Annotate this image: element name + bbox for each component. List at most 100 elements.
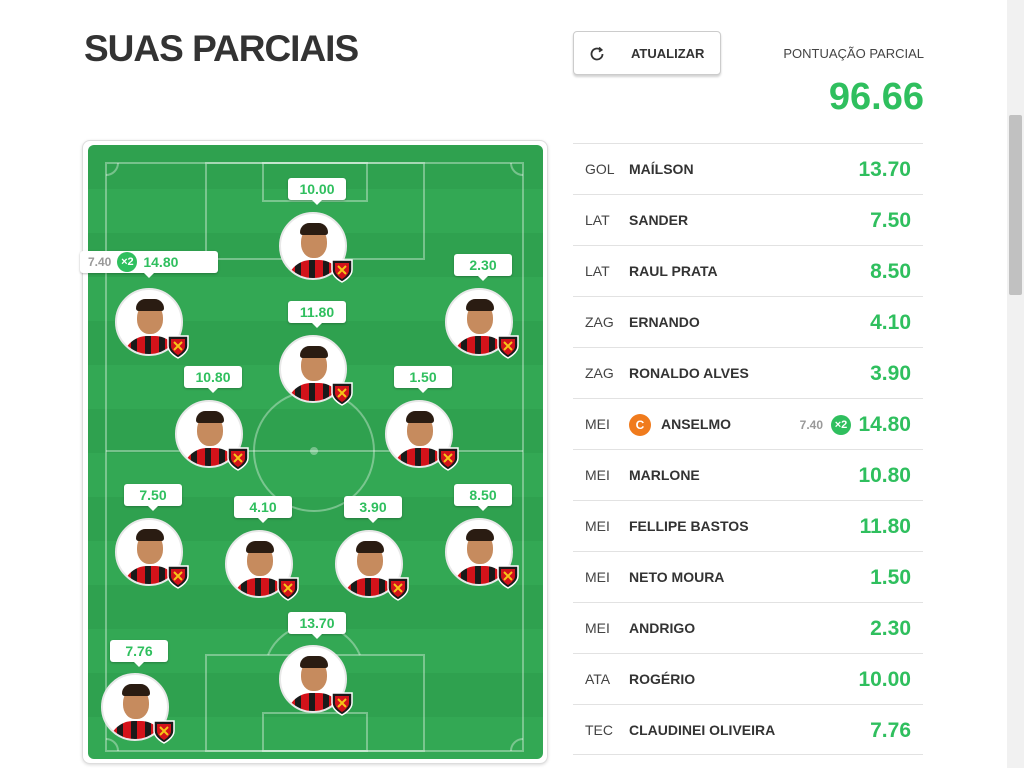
list-item[interactable]: LAT RAUL PRATA 8.50 — [573, 245, 923, 296]
player-name: FELLIPE BASTOS — [629, 518, 749, 534]
page-title: SUAS PARCIAIS — [84, 28, 359, 69]
player-score: 8.50 — [454, 484, 512, 511]
field-player[interactable] — [330, 530, 410, 610]
captain-score-tag: 7.40 ×2 14.80 — [80, 251, 218, 278]
player-points: 7.50 — [870, 209, 911, 232]
club-badge-icon — [164, 332, 192, 360]
field-player[interactable] — [380, 400, 460, 480]
player-score: 11.80 — [288, 301, 346, 328]
position-label: MEI — [585, 620, 610, 636]
list-item[interactable]: MEI MARLONE 10.80 — [573, 449, 923, 500]
refresh-icon — [590, 46, 604, 61]
player-points: 14.80 — [858, 413, 911, 436]
field-player[interactable] — [274, 335, 354, 415]
list-item[interactable]: MEI FELLIPE BASTOS 11.80 — [573, 500, 923, 551]
player-name: MAÍLSON — [629, 161, 694, 177]
club-badge-icon — [494, 332, 522, 360]
scrollbar-thumb[interactable] — [1009, 115, 1022, 295]
player-photo — [445, 288, 513, 356]
player-photo — [101, 673, 169, 741]
field-player[interactable] — [220, 530, 300, 610]
player-points: 8.50 — [870, 260, 911, 283]
player-name: RONALDO ALVES — [629, 365, 749, 381]
player-photo — [115, 518, 183, 586]
list-item[interactable]: GOL MAÍLSON 13.70 — [573, 143, 923, 194]
position-label: LAT — [585, 263, 610, 279]
field-player[interactable] — [170, 400, 250, 480]
player-points: 7.76 — [870, 719, 911, 742]
player-name: ERNANDO — [629, 314, 700, 330]
field-player[interactable] — [274, 645, 354, 725]
player-score: 7.76 — [110, 640, 168, 667]
double-multiplier-icon: ×2 — [831, 415, 851, 435]
position-label: MEI — [585, 518, 610, 534]
field-player[interactable] — [274, 212, 354, 292]
position-label: MEI — [585, 416, 610, 432]
position-label: LAT — [585, 212, 610, 228]
list-item[interactable]: LAT SANDER 7.50 — [573, 194, 923, 245]
position-label: MEI — [585, 569, 610, 585]
field-player[interactable] — [440, 288, 520, 368]
player-name: RAUL PRATA — [629, 263, 718, 279]
position-label: ZAG — [585, 314, 614, 330]
refresh-button[interactable]: ATUALIZAR — [573, 31, 721, 75]
list-item[interactable]: MEI ANDRIGO 2.30 — [573, 602, 923, 653]
player-name: MARLONE — [629, 467, 700, 483]
player-name: ROGÉRIO — [629, 671, 696, 687]
field-player[interactable] — [110, 518, 190, 598]
partial-score-label: PONTUAÇÃO PARCIAL — [783, 46, 924, 61]
scrollbar[interactable] — [1007, 0, 1024, 768]
club-badge-icon — [224, 444, 252, 472]
club-badge-icon — [150, 717, 178, 745]
position-label: ZAG — [585, 365, 614, 381]
player-name: CLAUDINEI OLIVEIRA — [629, 722, 776, 738]
position-label: MEI — [585, 467, 610, 483]
field-player[interactable] — [440, 518, 520, 598]
list-item[interactable]: ZAG RONALDO ALVES 3.90 — [573, 347, 923, 398]
position-label: GOL — [585, 161, 615, 177]
club-badge-icon — [274, 574, 302, 602]
player-points: 10.80 — [858, 464, 911, 487]
captain-icon: C — [629, 414, 651, 436]
field-player[interactable] — [110, 288, 190, 368]
player-points: 11.80 — [859, 515, 911, 538]
player-points: 1.50 — [870, 566, 911, 589]
player-score: 7.50 — [124, 484, 182, 511]
list-item[interactable]: ATA ROGÉRIO 10.00 — [573, 653, 923, 704]
club-badge-icon — [164, 562, 192, 590]
player-photo — [279, 212, 347, 280]
player-score: 14.80 — [143, 254, 179, 270]
player-points: 10.00 — [858, 668, 911, 691]
player-name: ANDRIGO — [629, 620, 696, 636]
club-badge-icon — [328, 256, 356, 284]
field-player[interactable] — [96, 673, 176, 753]
partial-score-value: 96.66 — [828, 76, 924, 118]
player-score: 4.10 — [234, 496, 292, 523]
player-points: 13.70 — [858, 158, 911, 181]
player-points: 4.10 — [870, 311, 911, 334]
list-item[interactable]: TEC CLAUDINEI OLIVEIRA 7.76 — [573, 704, 923, 755]
base-score: 7.40 — [88, 255, 112, 269]
player-name: ANSELMO — [661, 416, 731, 432]
club-badge-icon — [328, 689, 356, 717]
player-score: 13.70 — [288, 612, 346, 639]
club-badge-icon — [328, 379, 356, 407]
player-score: 10.80 — [184, 366, 242, 393]
player-score-list: GOL MAÍLSON 13.70 LAT SANDER 7.50 LAT RAUL PRAT… — [573, 143, 923, 755]
player-name: SANDER — [629, 212, 689, 228]
player-points: 2.30 — [870, 617, 911, 640]
double-multiplier-icon: ×2 — [117, 252, 138, 272]
player-photo — [445, 518, 513, 586]
club-badge-icon — [494, 562, 522, 590]
position-label: ATA — [585, 671, 611, 687]
club-badge-icon — [434, 444, 462, 472]
player-photo — [225, 530, 293, 598]
list-item[interactable]: MEI NETO MOURA 1.50 — [573, 551, 923, 602]
position-label: TEC — [585, 722, 613, 738]
club-badge-icon — [384, 574, 412, 602]
player-score: 2.30 — [454, 254, 512, 281]
list-item[interactable]: ZAG ERNANDO 4.10 — [573, 296, 923, 347]
list-item[interactable]: MEI C ANSELMO 7.40 ×2 14.80 — [573, 398, 923, 449]
player-points: 3.90 — [870, 362, 911, 385]
player-name: NETO MOURA — [629, 569, 725, 585]
